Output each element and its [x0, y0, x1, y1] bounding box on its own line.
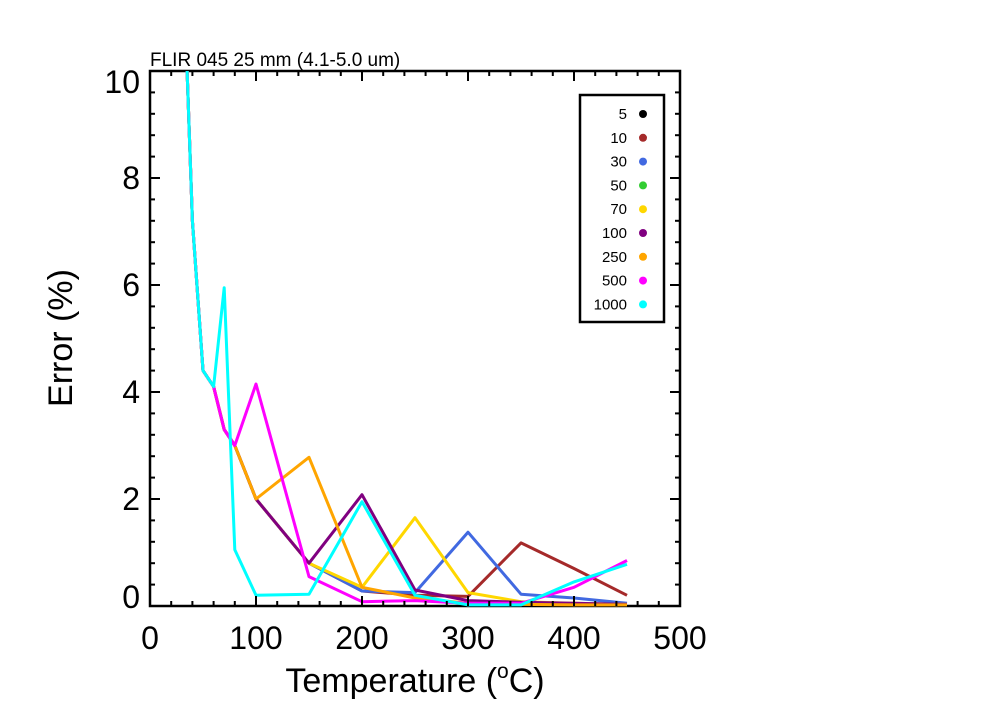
- legend-marker-10: [639, 133, 647, 142]
- tick-labels-layer: 0 100 200 300 400 500 0 2 4 6 8 10: [104, 64, 706, 656]
- ticks-layer: [149, 70, 681, 607]
- legend-label-250: 250: [602, 249, 627, 266]
- legend: 5 10 30 50 70 100 250 500 1000: [578, 93, 666, 324]
- legend-label-30: 30: [610, 154, 627, 171]
- legend-label-70: 70: [610, 201, 627, 218]
- x-axis-title: Temperature (oC): [285, 660, 544, 700]
- series-line-70: [185, 70, 628, 606]
- x-tick-label: 400: [547, 620, 600, 656]
- series-layer: [185, 70, 628, 607]
- series-line-1000: [185, 70, 628, 607]
- x-axis-title-end: C): [509, 662, 545, 700]
- x-axis-title-sup: o: [497, 660, 509, 683]
- legend-marker-250: [639, 252, 647, 261]
- legend-box: [578, 93, 666, 324]
- legend-label-10: 10: [610, 130, 627, 147]
- legend-marker-50: [639, 181, 647, 190]
- x-tick-label: 300: [441, 620, 494, 656]
- series-line-100: [185, 70, 628, 606]
- x-tick-label: 200: [335, 620, 388, 656]
- legend-label-500: 500: [602, 273, 627, 290]
- y-tick-label: 10: [104, 64, 140, 100]
- y-tick-label: 4: [122, 374, 140, 410]
- legend-marker-500: [639, 276, 647, 285]
- y-tick-label: 8: [122, 160, 140, 196]
- x-tick-label: 500: [653, 620, 706, 656]
- legend-marker-5: [639, 110, 647, 118]
- series-line-30: [185, 70, 628, 605]
- plot-area: [148, 69, 682, 608]
- x-tick-label: 100: [229, 620, 282, 656]
- chart-title: FLIR 045 25 mm (4.1-5.0 um): [150, 50, 400, 71]
- series-line-250: [185, 70, 627, 607]
- legend-label-5: 5: [619, 106, 627, 123]
- y-tick-label: 2: [122, 481, 140, 517]
- x-axis-title-main: Temperature (: [285, 662, 497, 700]
- legend-label-50: 50: [610, 177, 627, 194]
- legend-marker-70: [639, 205, 647, 214]
- series-line-10: [185, 70, 628, 598]
- x-tick-label: 0: [141, 620, 159, 656]
- y-tick-label: 6: [122, 267, 140, 303]
- legend-items: 5 10 30 50 70 100 250 500 1000: [594, 106, 647, 313]
- y-axis-title: Error (%): [42, 269, 80, 407]
- series-line-500: [185, 70, 628, 605]
- legend-label-100: 100: [602, 225, 627, 242]
- legend-marker-30: [639, 157, 647, 166]
- y-tick-label: 0: [122, 579, 140, 615]
- legend-marker-1000: [639, 300, 647, 309]
- legend-label-1000: 1000: [594, 296, 627, 313]
- plot-frame: [148, 69, 682, 608]
- legend-marker-100: [639, 229, 647, 237]
